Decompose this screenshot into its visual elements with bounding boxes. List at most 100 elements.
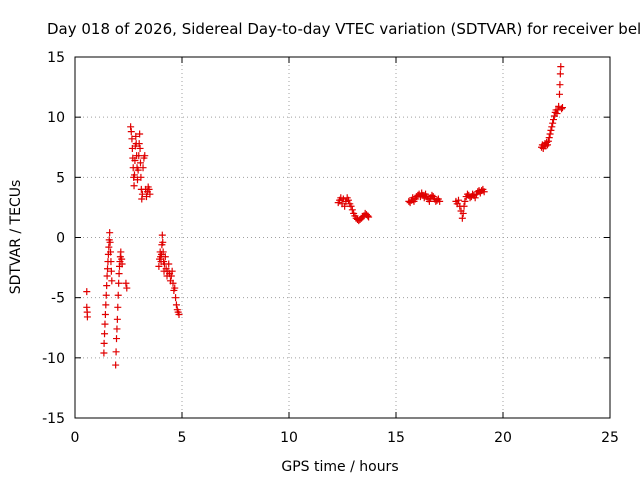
- data-point: [158, 231, 166, 239]
- data-point: [554, 106, 562, 114]
- data-point: [471, 194, 479, 202]
- data-point: [138, 195, 146, 203]
- data-point: [118, 260, 126, 268]
- data-point: [171, 284, 179, 292]
- data-point: [364, 212, 372, 220]
- data-point: [83, 288, 91, 296]
- data-point: [344, 196, 352, 204]
- data-point: [359, 213, 367, 221]
- y-tick-label: 0: [56, 231, 65, 247]
- data-point: [130, 171, 138, 179]
- plot-frame: [74, 56, 611, 419]
- data-point: [141, 152, 149, 160]
- data-point: [117, 248, 125, 256]
- data-point: [112, 348, 120, 356]
- data-point: [136, 130, 144, 138]
- data-point: [100, 349, 108, 357]
- data-point: [547, 126, 555, 134]
- data-point: [122, 279, 130, 287]
- x-tick-label: 20: [494, 430, 512, 446]
- data-point: [172, 294, 180, 302]
- data-point: [132, 132, 140, 140]
- data-point: [459, 209, 467, 217]
- data-point: [113, 315, 121, 323]
- data-point: [544, 141, 552, 149]
- data-point: [131, 156, 139, 164]
- data-point: [103, 272, 111, 280]
- data-point: [365, 213, 373, 221]
- data-point: [558, 104, 566, 112]
- data-point: [102, 301, 110, 309]
- data-point: [341, 202, 349, 210]
- data-point: [425, 197, 433, 205]
- data-point: [115, 270, 123, 278]
- data-point: [115, 279, 123, 287]
- x-tick-label: 0: [71, 430, 80, 446]
- data-point: [101, 320, 109, 328]
- x-tick-label: 5: [178, 430, 187, 446]
- data-point: [460, 202, 468, 210]
- data-point: [134, 166, 142, 174]
- x-axis-label: GPS time / hours: [281, 459, 398, 475]
- data-point: [127, 123, 135, 131]
- data-point: [348, 206, 356, 214]
- data-point: [113, 335, 121, 343]
- data-point: [544, 137, 552, 145]
- data-point: [137, 173, 145, 181]
- data-point: [546, 130, 554, 138]
- y-tick-label: -15: [42, 411, 65, 427]
- data-point: [114, 291, 122, 299]
- data-point: [169, 279, 177, 287]
- data-point: [101, 330, 109, 338]
- data-point: [556, 70, 564, 78]
- data-point: [123, 284, 131, 292]
- data-point: [139, 164, 147, 172]
- data-point: [454, 196, 462, 204]
- data-point: [106, 229, 114, 237]
- data-point: [167, 272, 175, 280]
- data-point: [100, 339, 108, 347]
- data-point: [556, 81, 564, 89]
- y-axis-label: SDTVAR / TECUs: [8, 180, 24, 295]
- data-point: [480, 188, 488, 196]
- data-point: [458, 214, 466, 222]
- data-point: [107, 267, 115, 275]
- y-tick-label: -10: [42, 351, 65, 367]
- data-point: [103, 282, 111, 290]
- data-point: [146, 190, 154, 198]
- data-point: [83, 313, 91, 321]
- x-tick-label: 25: [601, 430, 619, 446]
- data-point: [107, 258, 115, 266]
- data-point: [436, 197, 444, 205]
- data-point: [347, 202, 355, 210]
- data-point: [558, 105, 566, 113]
- x-tick-label: 15: [387, 430, 405, 446]
- data-point: [112, 361, 120, 369]
- data-point: [128, 135, 136, 143]
- data-point: [130, 182, 138, 190]
- data-point: [113, 325, 121, 333]
- axis-ticks: 0 5 10 15 20 25 -15 -10 -5 0 5 10 15: [42, 50, 619, 446]
- grid-lines: [75, 57, 610, 418]
- data-point: [102, 291, 110, 299]
- data-point: [159, 238, 167, 246]
- data-point: [557, 63, 565, 71]
- data-point: [106, 238, 114, 246]
- chart-title: Day 018 of 2026, Sidereal Day-to-day VTE…: [47, 20, 640, 38]
- data-point: [138, 190, 146, 198]
- y-tick-label: 15: [47, 50, 65, 66]
- data-point: [550, 116, 558, 124]
- y-tick-label: 10: [47, 110, 65, 126]
- data-point: [549, 119, 557, 127]
- data-point: [172, 301, 180, 309]
- data-point: [127, 128, 135, 136]
- data-point: [165, 260, 173, 268]
- x-tick-label: 10: [280, 430, 298, 446]
- data-point: [175, 311, 183, 319]
- data-point: [108, 277, 116, 285]
- y-tick-label: 5: [56, 170, 65, 186]
- data-point: [159, 248, 167, 256]
- data-point: [104, 265, 112, 273]
- data-point: [461, 197, 469, 205]
